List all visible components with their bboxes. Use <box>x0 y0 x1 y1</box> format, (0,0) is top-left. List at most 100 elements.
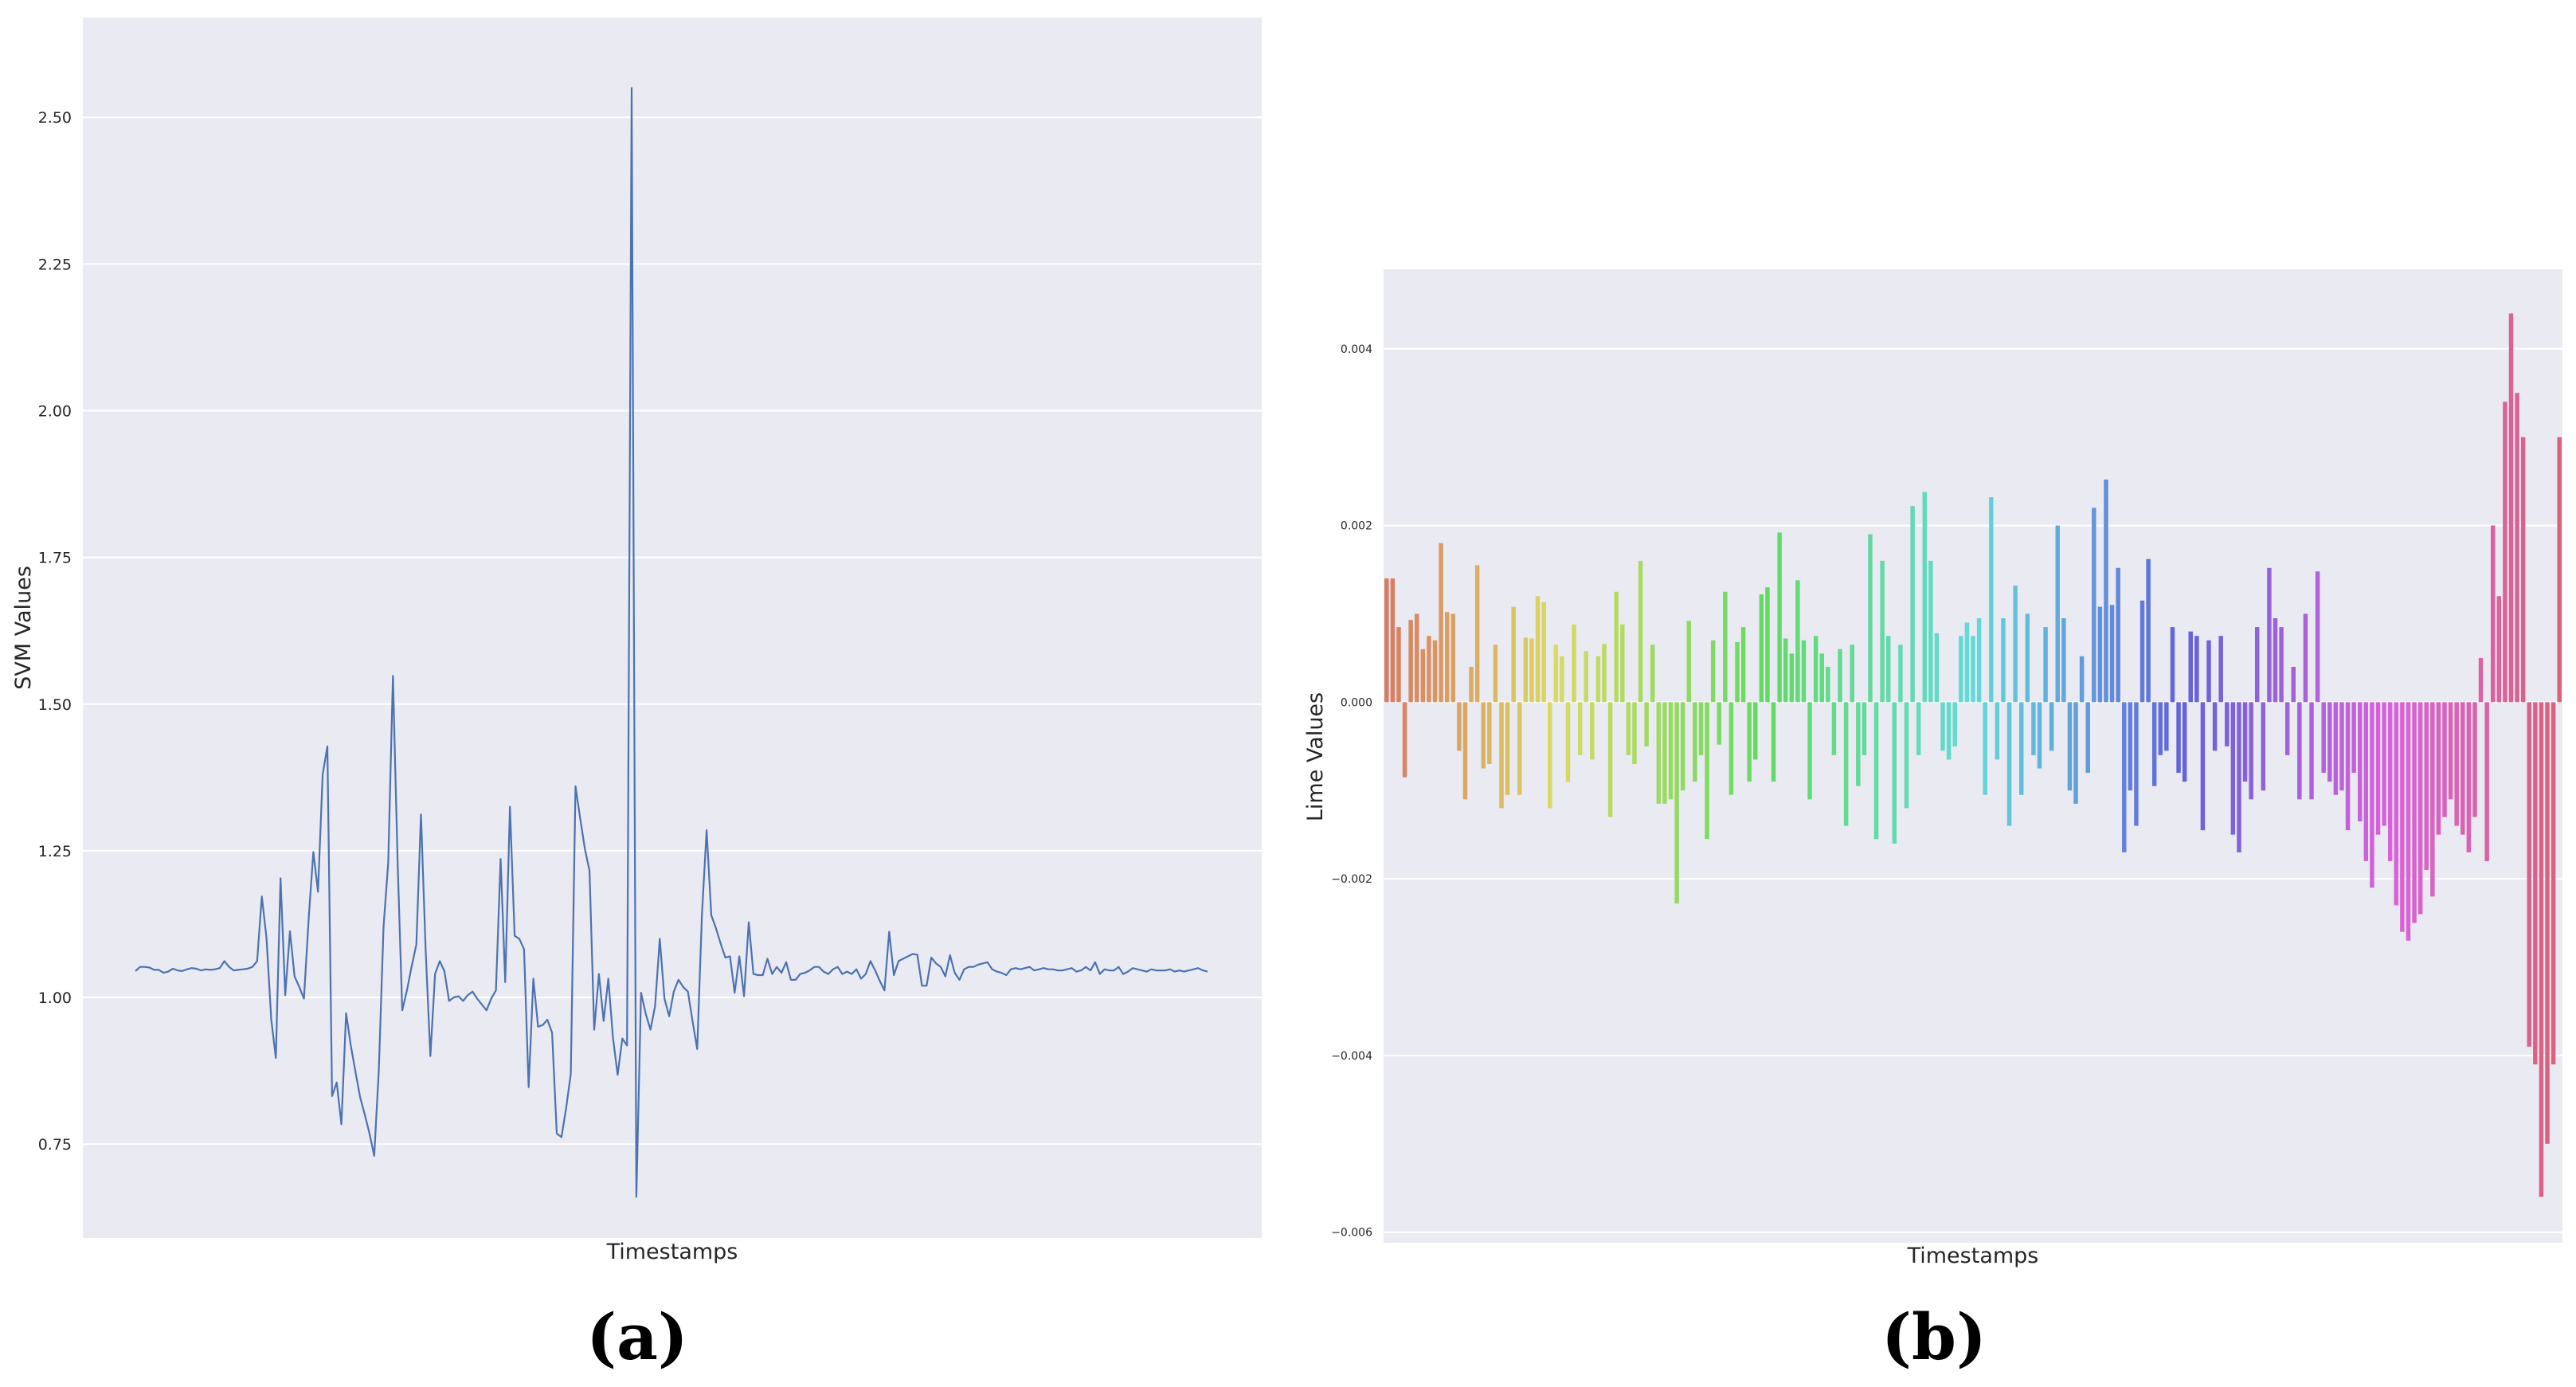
panel-b-bar <box>1475 565 1479 702</box>
panel-b-bar <box>2134 702 2138 825</box>
panel-b-bar <box>2309 702 2313 799</box>
panel-b-bar <box>2231 702 2235 834</box>
panel-b-bar <box>2122 702 2126 852</box>
panel-b-bar <box>2533 702 2537 1064</box>
panel-b-bar <box>1415 613 1419 702</box>
panel-a-line-chart: 0.75 1.00 1.25 1.50 1.75 2.00 2.25 2.50 Timesta… <box>11 18 1262 1374</box>
panel-b-bar <box>1505 702 1509 794</box>
panel-b-bar <box>1572 625 1576 703</box>
panel-b-bar <box>1644 702 1648 746</box>
panel-b-bar <box>2201 702 2205 830</box>
panel-b-bar <box>1856 702 1860 786</box>
panel-b-bar <box>1578 702 1582 755</box>
panel-b-bar <box>1790 653 1794 702</box>
panel-b-bar <box>1499 702 1503 808</box>
panel-b-bar <box>1741 627 1745 702</box>
panel-b-bar <box>1910 506 1914 702</box>
panel-b-bar-chart: −0.006−0.004−0.0020.0000.0020.004 Timest… <box>1303 269 2562 1374</box>
panel-b-bar <box>1529 639 1533 703</box>
panel-b-bar <box>1536 596 1540 702</box>
panel-b-bar <box>1977 618 1981 702</box>
panel-b-bar <box>2038 702 2042 768</box>
panel-b-bar <box>2128 702 2132 790</box>
panel-b-bar <box>1451 613 1455 702</box>
panel-b-bar <box>1820 653 1824 702</box>
panel-a-y-tick-label: 2.00 <box>38 402 72 420</box>
panel-a-y-tick-label: 1.25 <box>38 843 72 860</box>
panel-b-bar <box>1971 636 1975 702</box>
panel-b-bar <box>2454 702 2458 825</box>
panel-b-bar <box>2249 702 2253 799</box>
panel-b-bar <box>2092 507 2096 702</box>
panel-b-bar <box>1735 642 1739 702</box>
panel-b-bar <box>2013 586 2017 702</box>
panel-b-bar <box>2351 702 2355 773</box>
panel-b-bar <box>2068 702 2072 790</box>
panel-b-bar <box>1541 602 1545 702</box>
panel-b-bar <box>2551 702 2555 1064</box>
panel-b-bar <box>1421 649 1425 703</box>
panel-b-bar <box>1602 644 1606 702</box>
panel-b-bar <box>1614 592 1618 703</box>
panel-b-bar <box>1771 702 1775 782</box>
panel-b-bar <box>2116 568 2120 703</box>
panel-b-bar <box>1687 621 1691 702</box>
panel-b-bar <box>2430 702 2434 896</box>
panel-b-bar <box>2334 702 2338 794</box>
panel-b-bar <box>1838 649 1842 703</box>
panel-b-bar <box>2194 636 2198 702</box>
panel-b-bar <box>2292 667 2296 702</box>
panel-b-bar <box>1802 641 1806 703</box>
panel-b-bar <box>1427 636 1431 702</box>
panel-b-bar <box>2521 437 2525 703</box>
panel-b-bar <box>1482 702 1486 768</box>
panel-b-bar <box>2304 613 2308 702</box>
panel-b-y-tick-label: −0.002 <box>1331 873 1372 886</box>
panel-b-bar <box>2104 480 2108 702</box>
panel-b-bar <box>1850 645 1854 702</box>
panel-b-bar <box>1669 702 1673 799</box>
panel-a-y-axis-label: SVM Values <box>11 566 36 690</box>
panel-b-y-axis-label: Lime Values <box>1303 692 1328 821</box>
panel-b-bar <box>2164 702 2168 750</box>
panel-b-bar <box>1807 702 1811 799</box>
panel-b-bar <box>1729 702 1733 794</box>
panel-b-bar <box>2237 702 2241 852</box>
panel-b-bar <box>2007 702 2011 825</box>
panel-b-bar <box>2376 702 2380 834</box>
panel-b-bar <box>1433 641 1437 703</box>
panel-b-x-axis-label: Timestamps <box>1907 1244 2039 1268</box>
panel-b-bar <box>2346 702 2350 830</box>
panel-a-x-axis-label: Timestamps <box>606 1240 738 1264</box>
panel-b-bar <box>1705 702 1709 839</box>
panel-b-bar <box>2206 641 2210 703</box>
panel-b-bar <box>2497 596 2501 702</box>
panel-b-bar <box>2539 702 2543 1197</box>
panel-b-bar <box>2285 702 2289 755</box>
panel-b-bar <box>1566 702 1570 782</box>
panel-b-bar <box>1469 667 1473 702</box>
panel-b-bar <box>2176 702 2180 773</box>
panel-b-y-ticks: −0.006 −0.004 −0.002 0.000 0.002 0.004 <box>1331 343 1372 1240</box>
panel-b-bar <box>2019 702 2023 794</box>
panel-b-bar <box>1940 702 1944 750</box>
panel-b-bar <box>2255 627 2259 702</box>
panel-b-bar <box>1777 532 1781 702</box>
panel-b-bar <box>2472 702 2476 817</box>
panel-b-bar <box>1826 667 1830 702</box>
panel-b-bar <box>1959 636 1963 702</box>
panel-b-bar <box>2273 618 2277 702</box>
panel-b-bar <box>1554 645 1558 702</box>
panel-b-bar <box>2339 702 2343 790</box>
panel-b-bar <box>1524 637 1528 702</box>
panel-b-bar <box>2043 627 2047 702</box>
panel-b-bar <box>1650 645 1654 702</box>
panel-b-bar <box>1893 702 1897 843</box>
panel-b-bar <box>2388 702 2392 861</box>
panel-b-bar <box>2225 702 2229 746</box>
panel-b-y-tick-label: 0.000 <box>1341 696 1372 709</box>
panel-b-bar <box>2515 393 2519 702</box>
panel-b-bar <box>2527 702 2531 1046</box>
panel-b-bar <box>2159 702 2163 755</box>
